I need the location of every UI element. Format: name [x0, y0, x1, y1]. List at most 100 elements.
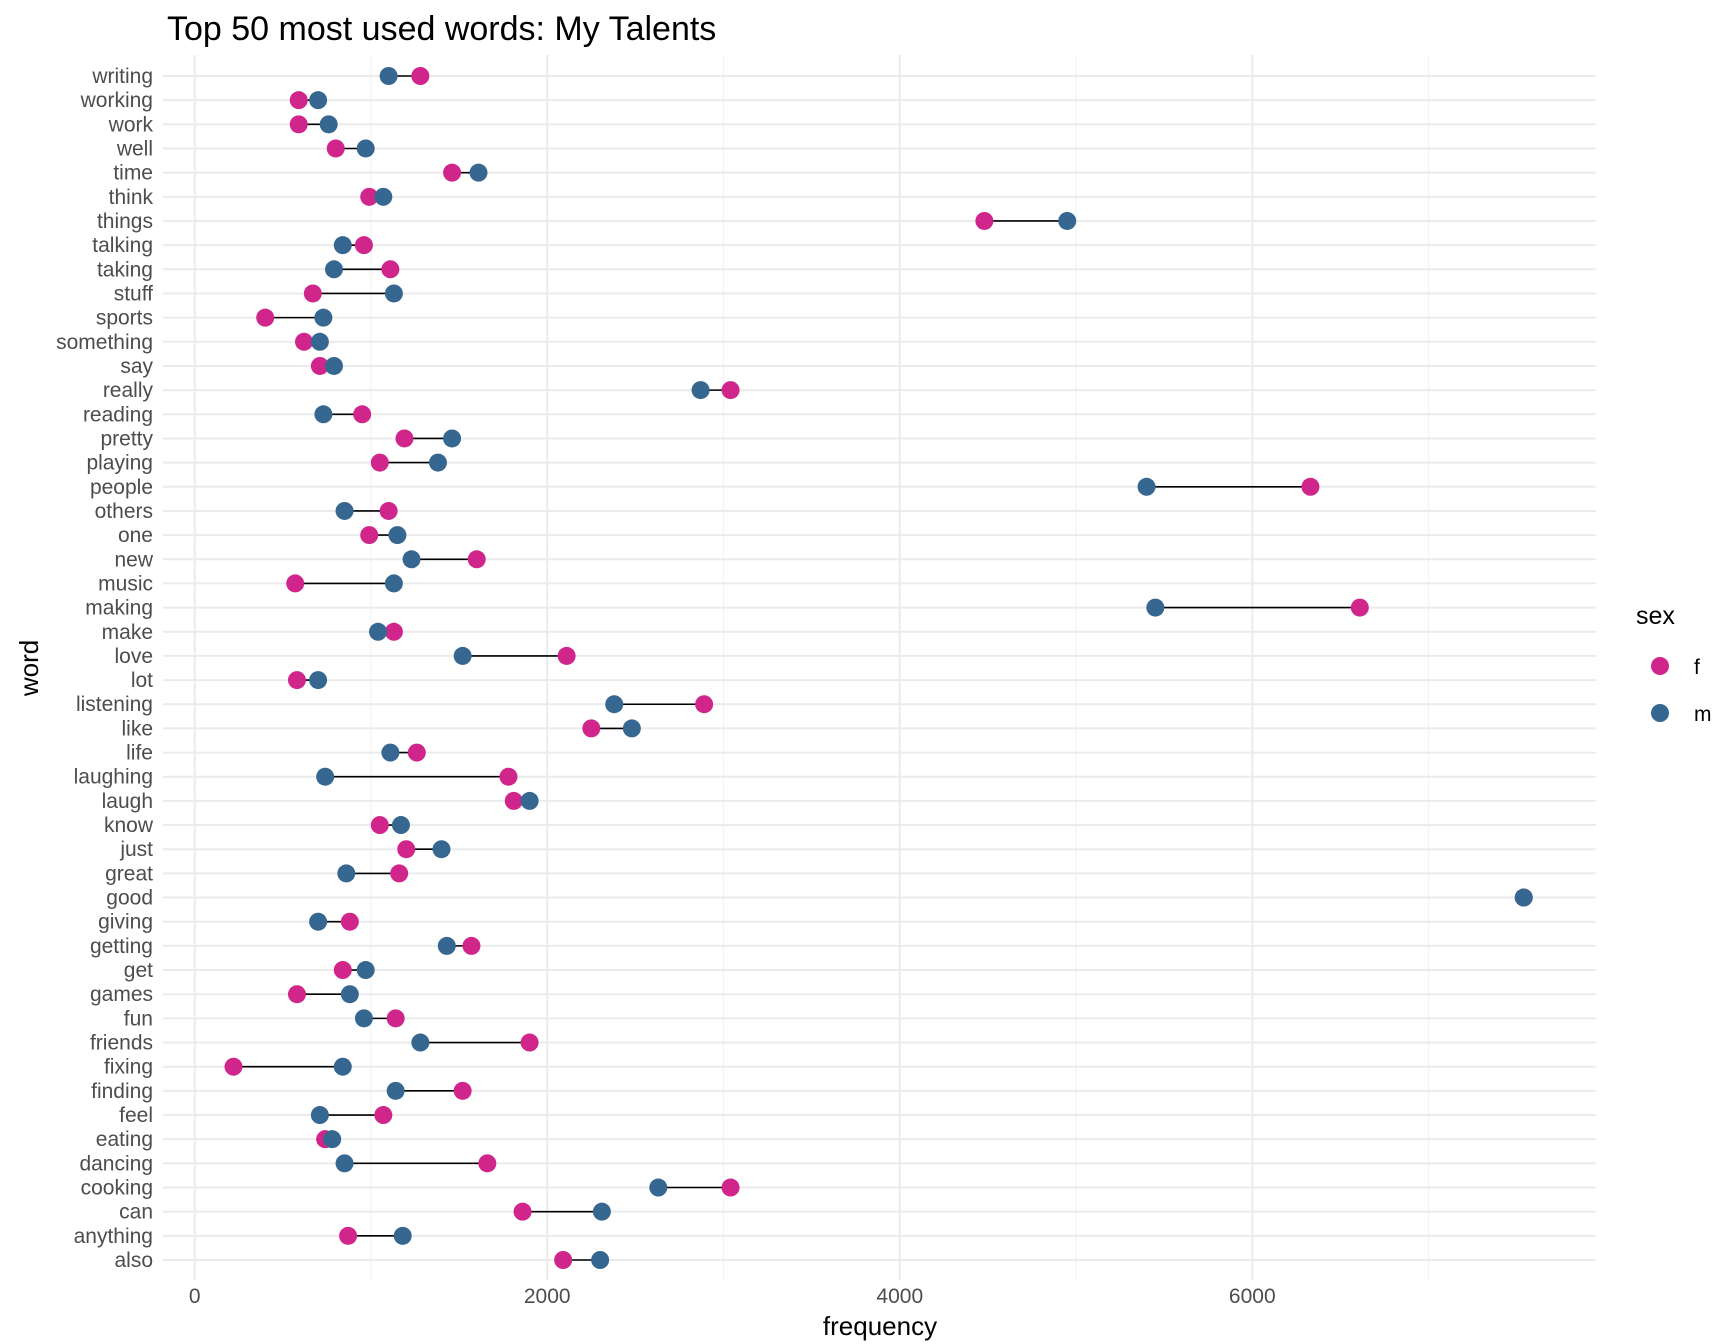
point-f-cooking: [721, 1178, 740, 1197]
y-tick-label: cooking: [81, 1177, 153, 1200]
point-f-people: [1301, 477, 1320, 496]
y-tick-label: great: [105, 862, 153, 885]
point-f-make: [384, 622, 403, 641]
y-tick-label: finding: [91, 1080, 153, 1103]
point-m-stuff: [384, 284, 403, 303]
point-m-fun: [354, 1009, 373, 1028]
y-tick-label: taking: [97, 258, 153, 281]
point-m-taking: [324, 260, 343, 279]
point-m-say: [324, 356, 343, 375]
point-m-get: [356, 961, 375, 980]
y-tick-label: people: [90, 476, 153, 499]
y-tick-label: just: [119, 838, 153, 861]
point-m-sports: [314, 308, 333, 327]
point-m-eating: [323, 1130, 342, 1149]
legend-key-f: [1651, 657, 1669, 675]
y-tick-label: sports: [96, 307, 153, 330]
point-f-lot: [287, 671, 306, 690]
y-tick-label: can: [119, 1201, 153, 1224]
point-m-one: [388, 526, 407, 545]
point-f-reading: [353, 405, 372, 424]
y-tick-label: make: [102, 621, 153, 644]
point-f-writing: [411, 67, 430, 85]
point-f-games: [287, 985, 306, 1004]
point-f-like: [582, 719, 601, 738]
y-tick-label: good: [106, 887, 153, 910]
point-f-laugh: [504, 791, 523, 810]
point-m-reading: [314, 405, 333, 424]
y-tick-label: making: [85, 597, 153, 620]
legend-label-m: m: [1694, 703, 1712, 726]
point-f-new: [467, 550, 486, 569]
point-m-also: [591, 1251, 610, 1269]
x-axis-title: frequency: [823, 1311, 937, 1341]
y-tick-label: get: [124, 959, 153, 982]
point-f-really: [721, 381, 740, 400]
dumbbell-segments: [233, 75, 1360, 1261]
y-tick-label: getting: [90, 935, 153, 958]
point-m-games: [340, 985, 359, 1004]
y-tick-label: life: [126, 742, 153, 765]
point-f-something: [295, 332, 314, 351]
point-f-well: [326, 139, 345, 158]
point-f-sports: [256, 308, 275, 327]
point-f-playing: [370, 453, 389, 472]
point-m-can: [592, 1202, 611, 1221]
point-m-pretty: [443, 429, 462, 448]
point-f-also: [554, 1251, 573, 1269]
point-m-great: [337, 864, 356, 883]
y-tick-label: one: [118, 524, 153, 547]
y-tick-label: love: [114, 645, 153, 668]
y-tick-label: giving: [98, 911, 153, 934]
y-axis-title: word: [14, 640, 44, 697]
point-m-make: [369, 622, 388, 641]
point-f-listening: [695, 695, 714, 714]
point-f-great: [390, 864, 409, 883]
point-m-writing: [379, 67, 398, 85]
legend-key-m: [1651, 704, 1669, 722]
x-tick-labels: 0 2000 4000 6000: [189, 1285, 1276, 1308]
y-tick-label: games: [90, 983, 153, 1006]
point-m-well: [356, 139, 375, 158]
point-f-get: [333, 961, 352, 980]
point-m-cooking: [649, 1178, 668, 1197]
point-m-fixing: [333, 1057, 352, 1076]
grid-lines: [163, 55, 1596, 1280]
point-f-know: [370, 816, 389, 835]
point-m-new: [402, 550, 421, 569]
y-tick-label: friends: [90, 1032, 153, 1055]
y-tick-label: anything: [74, 1225, 153, 1248]
point-m-love: [453, 646, 472, 665]
point-f-others: [379, 501, 398, 520]
point-m-laugh: [520, 791, 539, 810]
point-f-work: [289, 115, 308, 134]
point-m-time: [469, 163, 488, 182]
x-tick-label: 6000: [1229, 1285, 1276, 1308]
point-m-music: [384, 574, 403, 593]
point-m-something: [310, 332, 329, 351]
point-m-laughing: [316, 767, 335, 786]
point-f-anything: [339, 1226, 358, 1245]
y-tick-label: something: [56, 331, 153, 354]
legend-title: sex: [1636, 602, 1675, 630]
point-f-can: [513, 1202, 532, 1221]
point-f-life: [407, 743, 426, 762]
point-f-stuff: [303, 284, 322, 303]
y-tick-label: also: [114, 1249, 153, 1272]
y-tick-label: pretty: [100, 427, 153, 450]
point-f-giving: [340, 912, 359, 931]
y-tick-label: reading: [83, 403, 153, 426]
y-tick-label: well: [116, 137, 153, 160]
point-f-talking: [354, 236, 373, 255]
point-m-people: [1137, 477, 1156, 496]
y-tick-label: really: [103, 379, 154, 402]
y-tick-label: eating: [96, 1128, 153, 1151]
point-m-know: [391, 816, 410, 835]
point-f-feel: [374, 1106, 393, 1125]
chart-title: Top 50 most used words: My Talents: [167, 10, 716, 48]
point-m-giving: [309, 912, 328, 931]
point-f-fixing: [224, 1057, 243, 1076]
point-m-others: [335, 501, 354, 520]
y-tick-labels: writingworkingworkwelltimethinkthingstal…: [56, 65, 154, 1272]
point-m-just: [432, 840, 451, 859]
